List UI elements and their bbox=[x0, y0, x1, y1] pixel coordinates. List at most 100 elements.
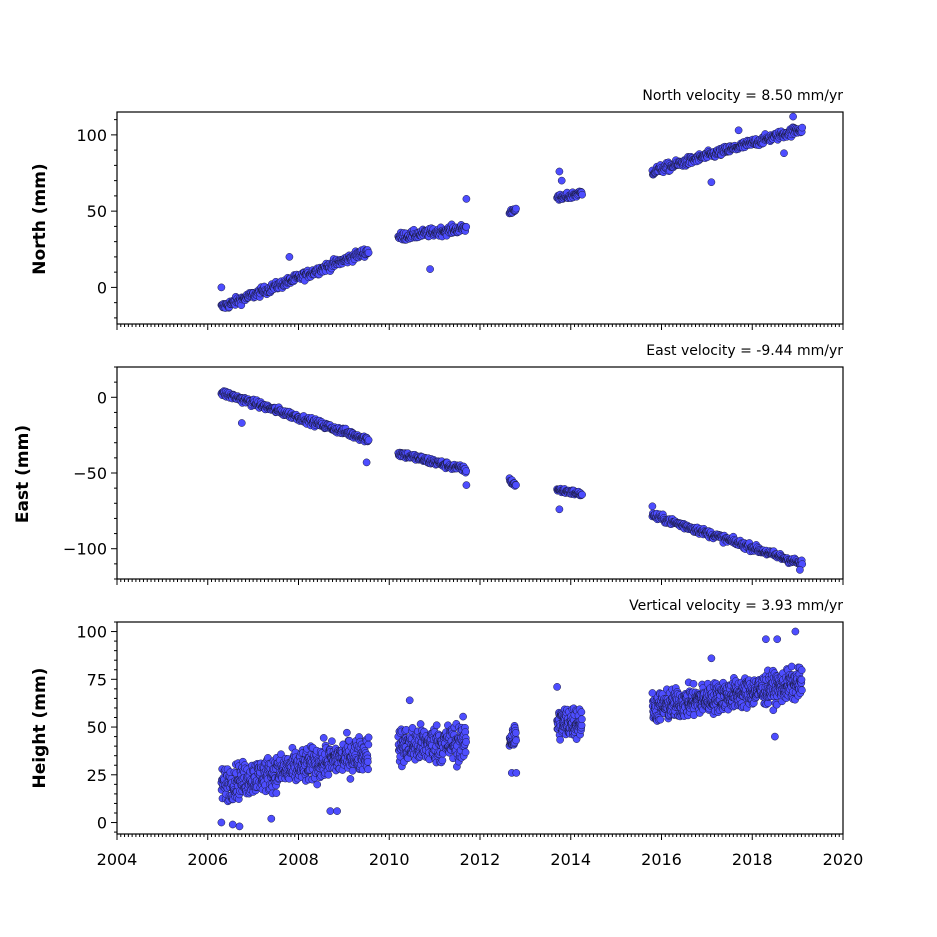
height-data-point bbox=[326, 807, 335, 815]
height-data-point bbox=[689, 679, 698, 688]
height-ytick-label: 50 bbox=[87, 718, 107, 737]
height-data-point bbox=[319, 734, 328, 742]
height-data-point bbox=[773, 635, 782, 644]
height-data-point bbox=[408, 724, 417, 732]
north-ytick-label: 50 bbox=[87, 202, 107, 221]
height-data-point bbox=[324, 770, 333, 779]
east-data-point bbox=[237, 419, 246, 427]
height-data-point bbox=[277, 750, 285, 759]
height-data-point bbox=[762, 635, 770, 644]
height-data-point bbox=[364, 765, 372, 774]
height-data-point bbox=[787, 662, 796, 671]
east-data-point bbox=[362, 458, 371, 467]
height-data-point bbox=[512, 769, 521, 777]
east-ytick-label: 0 bbox=[97, 388, 107, 407]
height-xtick-label: 2010 bbox=[369, 850, 410, 869]
height-data-point bbox=[438, 756, 447, 765]
east-data-point bbox=[462, 481, 471, 489]
height-data-point bbox=[797, 675, 806, 684]
height-data-point bbox=[556, 735, 564, 744]
east-annotation: East velocity = -9.44 mm/yr bbox=[646, 343, 843, 359]
height-data-point bbox=[553, 683, 561, 691]
east-data-point bbox=[648, 502, 657, 511]
north-data-point bbox=[555, 167, 564, 176]
north-data-point bbox=[707, 178, 716, 187]
height-data-point bbox=[459, 712, 467, 721]
height-ytick-label: 100 bbox=[76, 623, 107, 642]
north-data-point bbox=[462, 222, 471, 231]
height-ytick-label: 25 bbox=[87, 766, 107, 785]
height-points bbox=[217, 627, 806, 831]
north-data-point bbox=[557, 176, 566, 185]
height-xtick-label: 2018 bbox=[732, 850, 773, 869]
height-xtick-label: 2014 bbox=[550, 850, 591, 869]
height-xtick-label: 2006 bbox=[187, 850, 228, 869]
east-ylabel: East (mm) bbox=[13, 425, 33, 523]
height-data-point bbox=[462, 738, 470, 746]
height-data-point bbox=[313, 780, 322, 789]
height-ytick-label: 0 bbox=[97, 814, 107, 833]
east-data-point bbox=[796, 566, 804, 574]
north-data-point bbox=[217, 283, 226, 292]
north-data-point bbox=[789, 112, 797, 121]
height-data-point bbox=[364, 740, 373, 749]
east-points bbox=[217, 387, 807, 574]
north-data-point bbox=[462, 195, 471, 203]
north-data-point bbox=[578, 190, 586, 199]
height-xtick-label: 2016 bbox=[641, 850, 682, 869]
height-data-point bbox=[769, 706, 778, 715]
panel-east: East velocity = -9.44 mm/yr East (mm) −1… bbox=[13, 343, 844, 585]
north-data-point bbox=[780, 149, 788, 158]
height-data-point bbox=[267, 814, 276, 823]
east-ytick-label: −100 bbox=[63, 540, 107, 559]
east-data-point bbox=[578, 490, 586, 499]
north-data-point bbox=[734, 126, 743, 135]
east-ytick-label: −50 bbox=[73, 464, 107, 483]
north-points bbox=[217, 112, 807, 312]
height-data-point bbox=[461, 748, 470, 757]
height-data-point bbox=[333, 807, 341, 815]
height-data-point bbox=[364, 733, 373, 742]
height-data-point bbox=[771, 732, 779, 741]
north-ytick-label: 0 bbox=[97, 278, 107, 297]
height-data-point bbox=[272, 789, 281, 797]
panel-north: North velocity = 8.50 mm/yr North (mm) 0… bbox=[30, 88, 844, 330]
height-xtick-label: 2020 bbox=[823, 850, 864, 869]
height-data-point bbox=[798, 686, 806, 695]
north-data-point bbox=[285, 253, 294, 261]
height-ylabel: Height (mm) bbox=[30, 668, 50, 789]
height-data-point bbox=[343, 728, 351, 737]
height-xtick-label: 2008 bbox=[278, 850, 319, 869]
height-data-point bbox=[228, 820, 237, 829]
height-annotation: Vertical velocity = 3.93 mm/yr bbox=[629, 598, 843, 614]
height-data-point bbox=[348, 766, 357, 775]
north-ytick-label: 100 bbox=[76, 126, 107, 145]
north-data-point bbox=[798, 123, 807, 132]
height-data-point bbox=[217, 818, 226, 827]
height-data-point bbox=[235, 822, 244, 831]
panel-height: Vertical velocity = 3.93 mm/yr Height (m… bbox=[30, 598, 863, 869]
east-data-point bbox=[512, 481, 520, 489]
east-data-point bbox=[364, 436, 373, 444]
north-annotation: North velocity = 8.50 mm/yr bbox=[642, 88, 843, 104]
height-data-point bbox=[578, 715, 586, 724]
north-data-point bbox=[364, 248, 373, 257]
height-data-point bbox=[363, 757, 372, 766]
height-ytick-label: 75 bbox=[87, 670, 107, 689]
height-data-point bbox=[328, 737, 336, 746]
height-data-point bbox=[511, 729, 520, 737]
height-data-point bbox=[656, 715, 665, 724]
north-ylabel: North (mm) bbox=[30, 163, 50, 274]
height-data-point bbox=[346, 775, 355, 783]
height-data-point bbox=[416, 720, 425, 728]
east-data-point bbox=[462, 467, 471, 475]
height-data-point bbox=[405, 696, 414, 705]
height-xtick-label: 2004 bbox=[97, 850, 138, 869]
north-data-point bbox=[512, 204, 520, 213]
height-data-point bbox=[577, 708, 586, 716]
height-data-point bbox=[797, 666, 806, 674]
height-data-point bbox=[512, 736, 520, 745]
height-data-point bbox=[791, 627, 800, 636]
east-data-point bbox=[555, 505, 564, 514]
